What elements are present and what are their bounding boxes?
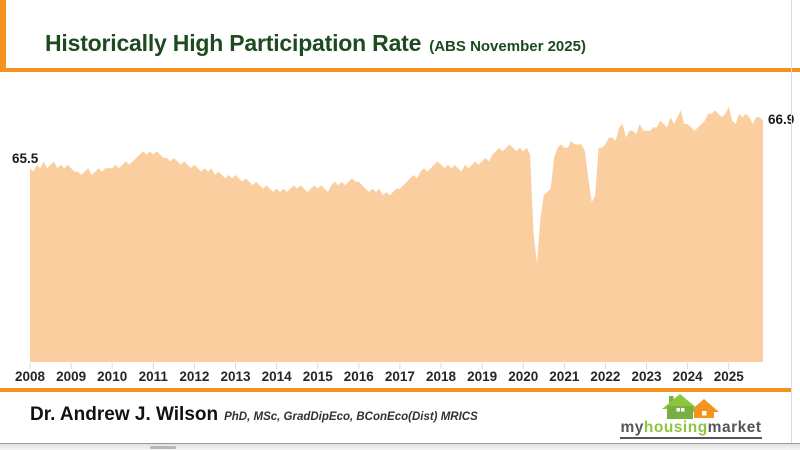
logo-word-market: market bbox=[707, 419, 762, 436]
x-axis-label: 2024 bbox=[672, 369, 703, 384]
participation-rate-chart: 65.5 66.9 2008 2009 2010 2011 2012 2013 2014 20… bbox=[0, 76, 800, 388]
logo-wordmark: my housing market bbox=[620, 419, 762, 439]
participation-rate-area-series bbox=[30, 107, 763, 362]
slide-right-edge bbox=[791, 0, 792, 443]
x-axis-label: 2025 bbox=[713, 369, 744, 384]
page-title: Historically High Participation Rate bbox=[45, 30, 422, 56]
bottom-scrollbar-track bbox=[0, 443, 800, 450]
x-axis-label: 2009 bbox=[56, 369, 87, 384]
slide-header: Historically High Participation Rate (AB… bbox=[0, 0, 800, 72]
x-axis-label: 2022 bbox=[590, 369, 621, 384]
end-value-label: 66.9 bbox=[768, 111, 795, 127]
x-axis-label: 2011 bbox=[138, 369, 168, 384]
x-axis-label: 2016 bbox=[343, 369, 374, 384]
x-axis-label: 2021 bbox=[549, 369, 580, 384]
x-axis-label: 2013 bbox=[220, 369, 251, 384]
slide-footer: Dr. Andrew J. Wilson PhD, MSc, GradDipEc… bbox=[0, 392, 791, 443]
x-axis-label: 2019 bbox=[467, 369, 498, 384]
houses-icon bbox=[662, 394, 719, 419]
area-chart-svg bbox=[29, 107, 763, 369]
start-value-label: 65.5 bbox=[12, 151, 39, 167]
x-axis-label: 2020 bbox=[508, 369, 539, 384]
x-axis-label: 2008 bbox=[14, 369, 46, 384]
footer-divider bbox=[0, 388, 791, 392]
author-credentials: PhD, MSc, GradDipEco, BConEco(Dist) MRIC… bbox=[224, 411, 478, 423]
logo-word-my: my bbox=[620, 419, 644, 436]
x-axis-label: 2023 bbox=[631, 369, 662, 384]
x-axis-label: 2012 bbox=[179, 369, 210, 384]
page-subtitle: (ABS November 2025) bbox=[429, 38, 586, 55]
x-axis-label: 2017 bbox=[384, 369, 415, 384]
x-axis-label: 2015 bbox=[302, 369, 333, 384]
x-axis-label: 2014 bbox=[261, 369, 292, 384]
myhousingmarket-logo: my housing market bbox=[612, 393, 770, 439]
logo-word-housing: housing bbox=[643, 419, 708, 436]
author-name: Dr. Andrew J. Wilson bbox=[30, 404, 219, 425]
x-axis-label: 2010 bbox=[97, 369, 128, 384]
bottom-scrollbar-thumb[interactable] bbox=[150, 446, 176, 449]
author-block: Dr. Andrew J. Wilson PhD, MSc, GradDipEc… bbox=[30, 404, 478, 426]
x-axis-label: 2018 bbox=[425, 369, 457, 384]
